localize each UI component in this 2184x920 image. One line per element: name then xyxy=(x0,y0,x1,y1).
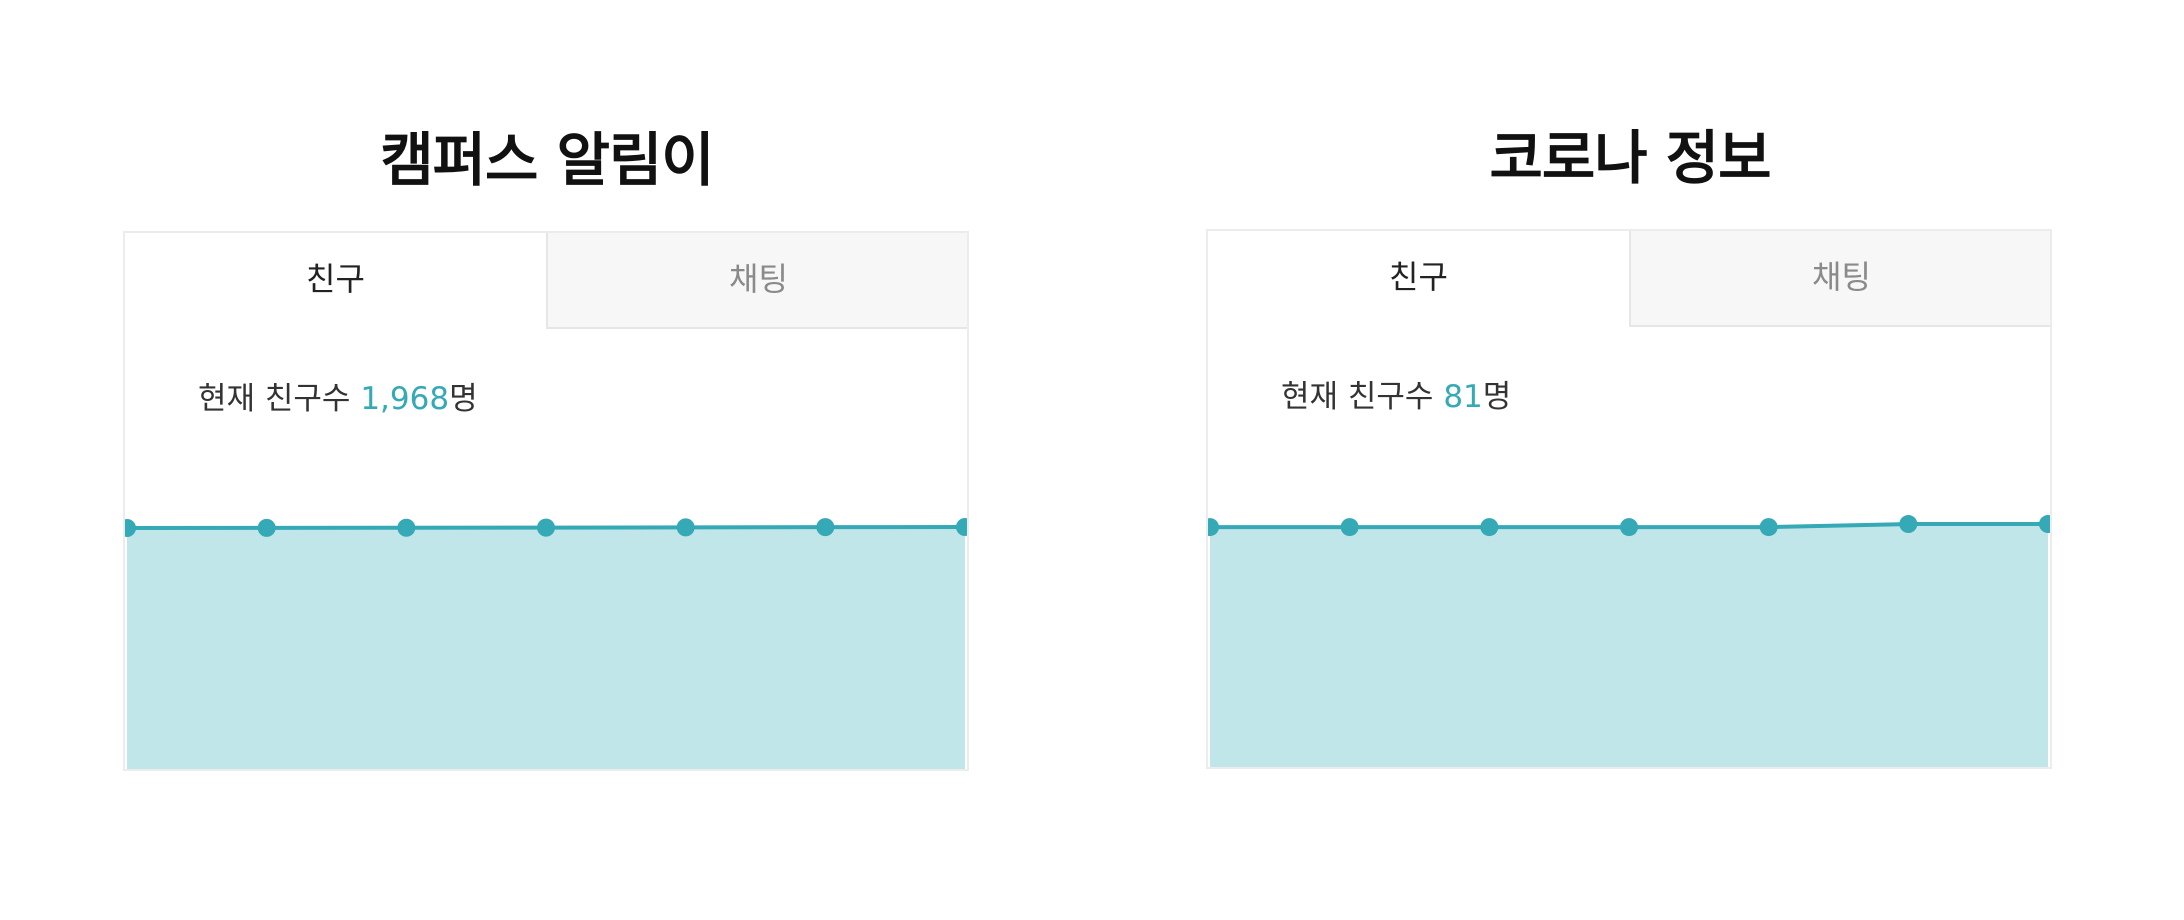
tab-bar: 친구 채팅 xyxy=(1208,231,2050,327)
friend-count-area-chart xyxy=(125,518,967,769)
data-point[interactable] xyxy=(1759,518,1778,537)
data-point[interactable] xyxy=(816,518,835,537)
friend-count-suffix: 명 xyxy=(449,381,478,417)
friend-count-prefix: 현재 친구수 xyxy=(1281,379,1444,415)
friend-count-text: 현재 친구수 1,968명 xyxy=(198,373,478,418)
data-point[interactable] xyxy=(1340,518,1359,537)
panel-title: 코로나 정보 xyxy=(1489,124,1772,192)
data-point[interactable] xyxy=(956,518,967,536)
friend-count-text: 현재 친구수 81명 xyxy=(1281,371,1511,416)
friend-count-prefix: 현재 친구수 xyxy=(198,381,361,417)
panel-title: 캠퍼스 알림이 xyxy=(380,126,714,194)
data-point[interactable] xyxy=(1208,518,1219,537)
friend-count-area-chart xyxy=(1208,515,2050,767)
tab-chat[interactable]: 채팅 xyxy=(546,233,967,329)
data-point[interactable] xyxy=(397,518,416,537)
data-point[interactable] xyxy=(537,518,555,537)
channel-card: 친구 채팅 현재 친구수 1,968명 xyxy=(123,231,969,771)
data-point[interactable] xyxy=(676,518,695,537)
tab-chat[interactable]: 채팅 xyxy=(1629,231,2050,327)
data-point[interactable] xyxy=(1899,515,1918,534)
data-point[interactable] xyxy=(2039,515,2050,534)
data-point[interactable] xyxy=(257,518,276,537)
tab-friends[interactable]: 친구 xyxy=(125,233,546,329)
friend-count-value: 1,968 xyxy=(360,381,450,417)
area-fill xyxy=(1210,524,2048,767)
data-point[interactable] xyxy=(1620,518,1638,537)
tab-bar: 친구 채팅 xyxy=(125,233,967,329)
area-fill xyxy=(127,527,965,769)
data-point[interactable] xyxy=(125,519,136,537)
tab-friends[interactable]: 친구 xyxy=(1208,231,1629,327)
friend-count-value: 81 xyxy=(1443,379,1483,415)
channel-card: 친구 채팅 현재 친구수 81명 xyxy=(1206,229,2052,769)
friend-count-suffix: 명 xyxy=(1482,379,1512,415)
data-point[interactable] xyxy=(1480,518,1499,537)
